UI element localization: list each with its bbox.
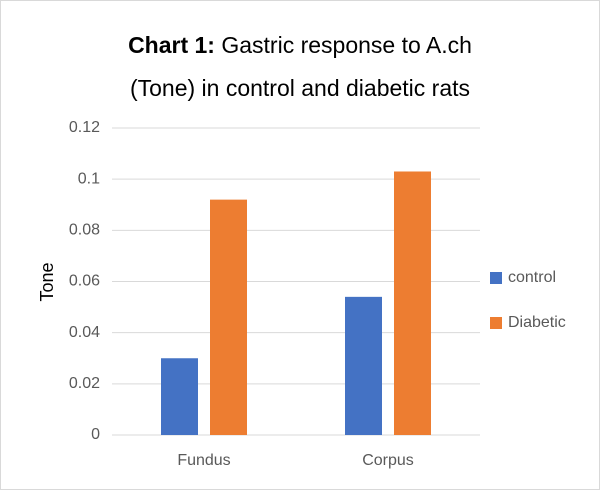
bar xyxy=(394,171,431,435)
bar xyxy=(161,358,198,435)
title-line2: (Tone) in control and diabetic rats xyxy=(130,75,470,101)
chart-title: Chart 1: Gastric response to A.ch xyxy=(128,32,472,58)
y-tick-label: 0.04 xyxy=(69,324,100,341)
legend-swatch xyxy=(490,272,502,284)
y-tick-label: 0.1 xyxy=(78,170,100,187)
y-tick-label: 0.06 xyxy=(69,273,100,290)
legend-label: Diabetic xyxy=(508,314,566,331)
legend-label: control xyxy=(508,269,556,286)
y-axis-label: Tone xyxy=(37,262,57,301)
bar xyxy=(345,296,382,435)
legend-swatch xyxy=(490,317,502,329)
y-tick-label: 0.02 xyxy=(69,375,100,392)
y-tick-label: 0.12 xyxy=(69,119,100,136)
title-line1: Gastric response to A.ch xyxy=(221,32,472,58)
x-tick-label: Corpus xyxy=(362,452,414,469)
title-bold: Chart 1: xyxy=(128,32,215,58)
bar xyxy=(210,199,247,435)
y-tick-label: 0.08 xyxy=(69,222,100,239)
y-tick-label: 0 xyxy=(91,426,100,443)
x-tick-label: Fundus xyxy=(177,452,230,469)
